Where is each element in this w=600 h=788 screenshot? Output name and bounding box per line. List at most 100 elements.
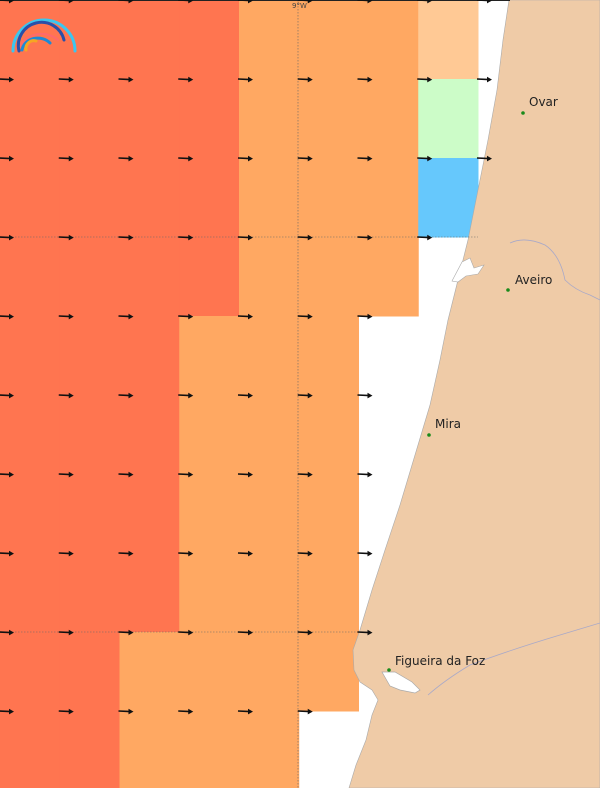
grid-cell-orange xyxy=(298,237,359,317)
wind-arrow xyxy=(297,550,313,557)
wind-arrow xyxy=(118,0,134,4)
grid-cell-orange xyxy=(239,474,300,554)
wind-arrow xyxy=(118,313,134,320)
places: Ovar Aveiro Mira Figueira da Foz xyxy=(387,95,558,672)
wind-arrow xyxy=(237,234,253,241)
land xyxy=(348,0,600,788)
wind-arrow xyxy=(58,471,74,478)
wind-arrows xyxy=(0,0,492,715)
grid-cell-orange xyxy=(179,316,240,396)
wind-arrow xyxy=(0,629,14,636)
grid-cell-orange xyxy=(358,158,419,238)
grid-cell-red xyxy=(59,316,120,396)
wind-arrow xyxy=(0,392,14,399)
grid-cell-orange xyxy=(119,632,180,712)
wind-arrow xyxy=(58,392,74,399)
wind-arrow xyxy=(178,234,194,241)
grid-cell-orange xyxy=(239,632,300,712)
wind-arrow xyxy=(237,550,253,557)
wind-arrow xyxy=(58,155,74,162)
grid-cell-red xyxy=(119,395,180,475)
place-dot xyxy=(521,111,525,115)
grid-cell-orange xyxy=(119,711,180,788)
grid-cell-orange xyxy=(239,158,300,238)
place-label-mira: Mira xyxy=(435,417,461,431)
grid-cell-orange xyxy=(239,0,300,80)
wind-arrow xyxy=(58,550,74,557)
grid-cell-red xyxy=(0,79,61,159)
place-dot xyxy=(506,288,510,292)
grid-cell-red xyxy=(59,553,120,633)
wind-arrow xyxy=(178,392,194,399)
grid-cell-orange xyxy=(239,79,300,159)
wind-arrow xyxy=(417,0,433,4)
wind-arrow xyxy=(237,392,253,399)
wind-arrow xyxy=(118,629,134,636)
grid-cell-red xyxy=(179,237,240,317)
grid-cell-red xyxy=(119,553,180,633)
grid-cell-orange xyxy=(298,395,359,475)
wind-arrow xyxy=(417,155,433,162)
wind-arrow xyxy=(357,392,373,399)
wind-arrow xyxy=(237,708,253,715)
wind-arrow xyxy=(178,0,194,4)
grid-cell-orange xyxy=(179,474,240,554)
wind-arrow xyxy=(178,155,194,162)
wind-arrow xyxy=(178,76,194,83)
wind-arrow xyxy=(58,0,74,4)
grid-cell-red xyxy=(0,316,61,396)
grid-cell-orange xyxy=(298,0,359,80)
wind-arrow xyxy=(118,471,134,478)
grid-cell-red xyxy=(179,0,240,80)
wind-arrow xyxy=(0,234,14,241)
wind-arrow xyxy=(476,76,492,83)
grid-cell-orange xyxy=(239,553,300,633)
wind-arrow xyxy=(178,550,194,557)
grid-cell-red xyxy=(179,79,240,159)
wind-arrow xyxy=(237,471,253,478)
wind-arrow xyxy=(476,0,492,4)
grid-cell-green xyxy=(418,79,479,159)
grid-cell-orange xyxy=(298,79,359,159)
wind-arrow xyxy=(237,313,253,320)
wind-arrow xyxy=(357,550,373,557)
grid-cell-red xyxy=(59,474,120,554)
wind-arrow xyxy=(297,0,313,4)
grid-cell-red xyxy=(59,0,120,80)
grid-cell-blue xyxy=(418,158,479,238)
grid-cell-red xyxy=(59,158,120,238)
wind-arrow xyxy=(297,392,313,399)
wind-arrow xyxy=(118,550,134,557)
wind-arrow xyxy=(297,155,313,162)
wind-arrow xyxy=(476,155,492,162)
grid-cell-orange xyxy=(239,395,300,475)
wind-arrow xyxy=(297,629,313,636)
wind-arrow xyxy=(178,629,194,636)
wind-arrow xyxy=(357,629,373,636)
grid-cell-red xyxy=(179,158,240,238)
grid-cell-red xyxy=(119,79,180,159)
wind-arrow xyxy=(58,629,74,636)
grid-cell-red xyxy=(59,632,120,712)
wind-arrow xyxy=(0,155,14,162)
wind-arrow xyxy=(58,234,74,241)
aveiro-lagoon xyxy=(451,257,485,283)
grid-cell-red xyxy=(119,158,180,238)
grid-cell-red xyxy=(119,0,180,80)
river-mondego xyxy=(427,622,600,696)
grid-cell-orange xyxy=(239,237,300,317)
wind-arrow xyxy=(297,76,313,83)
place-label-figueira-da-foz: Figueira da Foz xyxy=(395,654,485,668)
grid-cell-orange xyxy=(239,711,300,788)
grid-cell-orange xyxy=(298,474,359,554)
wind-arrow xyxy=(178,313,194,320)
river-vouga xyxy=(509,239,600,301)
grid-cell-orange xyxy=(298,553,359,633)
wind-arrow xyxy=(237,0,253,4)
wind-arrow xyxy=(417,234,433,241)
grid-cell-orange xyxy=(298,316,359,396)
wind-arrow xyxy=(357,471,373,478)
grid-cell-orange xyxy=(239,316,300,396)
